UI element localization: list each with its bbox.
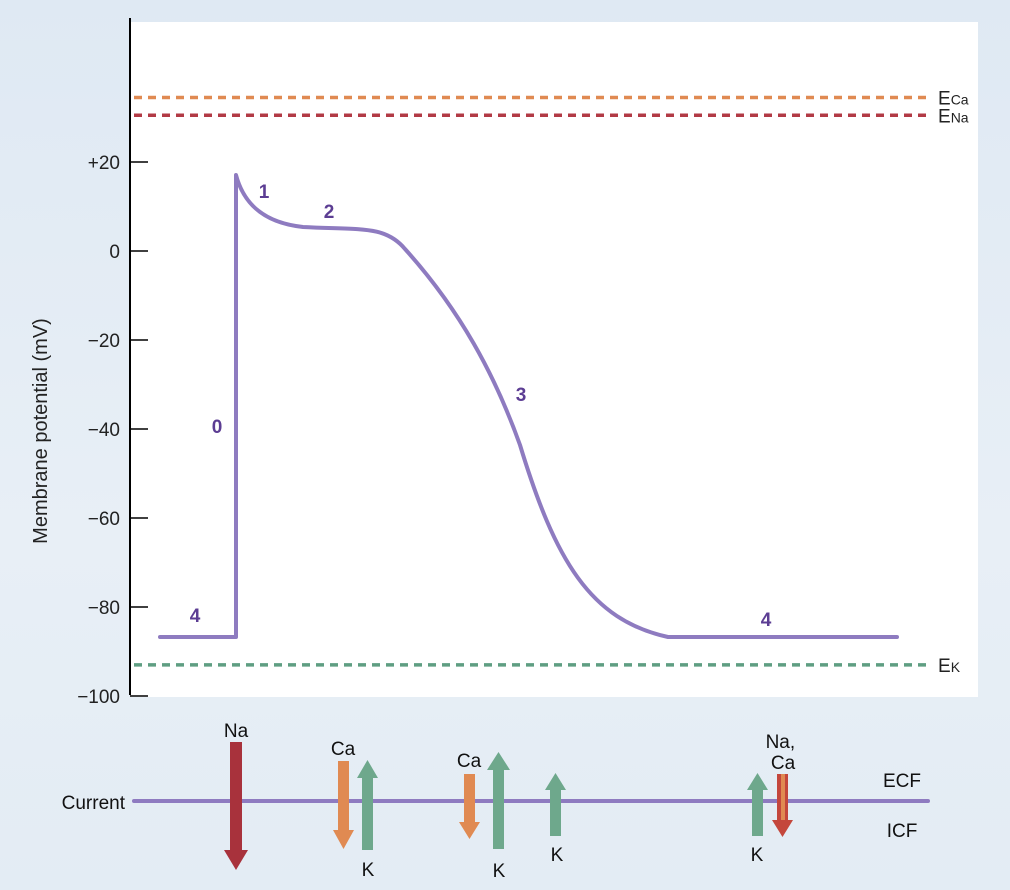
y-ticks: +20 0 −20 −40 −60 −80 −100 [77,153,148,708]
e-ca-label: ECa [938,88,969,109]
current-label: Current [62,793,126,814]
ion-label-na: Na [224,721,249,742]
ion-label-k-1: K [362,860,375,881]
na-current-arrow [224,742,248,870]
y-tick-label-1: 0 [109,242,120,263]
phase-label-1: 1 [259,182,270,203]
y-tick-label-4: −60 [88,509,120,530]
ca-current-arrow-2 [459,774,480,839]
k-current-arrow-1 [357,760,378,850]
plot-panel [130,22,978,697]
y-tick-label-0: +20 [88,153,120,174]
phase-label-4-end: 4 [761,610,772,631]
y-tick-label-3: −40 [88,420,120,441]
k-current-arrow-3 [545,773,566,836]
k-current-arrow-4 [747,773,768,836]
na-ca-arrow-highlight [781,774,785,820]
y-axis-title: Membrane potential (mV) [30,318,52,544]
y-tick-label-6: −100 [77,687,120,708]
phase-label-0: 0 [212,417,223,438]
ion-label-k-3: K [551,845,564,866]
e-na-label: ENa [938,106,969,127]
ion-label-ca-1: Ca [331,739,356,760]
ion-label-na-ca-line2: Ca [771,753,796,774]
y-tick-label-2: −20 [88,331,120,352]
ecf-label: ECF [883,771,921,792]
ca-current-arrow-1 [333,761,354,849]
action-potential-curve [158,173,899,639]
ion-label-k-2: K [493,861,506,882]
phase-label-4-rest: 4 [190,606,201,627]
ion-label-ca-2: Ca [457,751,482,772]
icf-label: ICF [887,821,918,842]
ion-label-na-ca: Na, Ca [766,732,801,774]
ion-label-na-ca-line1: Na, [766,732,796,753]
ion-current-arrows [224,742,793,870]
y-tick-label-5: −80 [88,598,120,619]
phase-label-3: 3 [516,385,527,406]
ion-label-k-4: K [751,845,764,866]
k-current-arrow-2 [487,752,510,849]
e-k-label: EK [938,656,961,677]
phase-label-2: 2 [324,202,335,223]
